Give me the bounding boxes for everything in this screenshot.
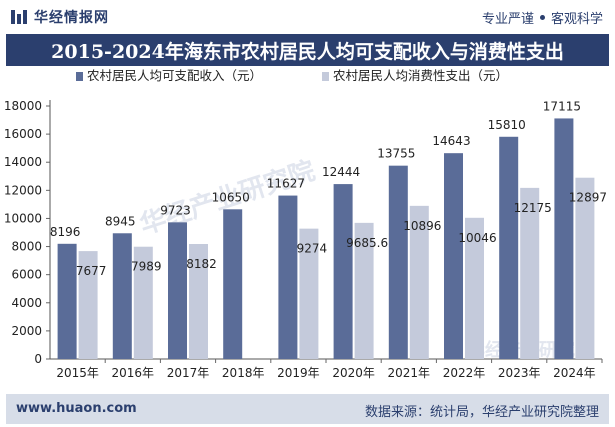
tagline-1: 专业严谨: [481, 12, 534, 27]
bar-chart: 华经产业研究院华经产业研究院农村居民人均可支配收入（元）农村居民人均消费性支出（…: [4, 68, 607, 380]
bar-logo-icon: [11, 10, 27, 24]
bar: [333, 184, 353, 359]
bar: [299, 228, 319, 359]
brand[interactable]: 华经情报网: [10, 6, 109, 28]
data-label: 7989: [131, 260, 162, 274]
x-tick-label: 2024年: [553, 366, 596, 380]
y-tick-label: 18000: [4, 99, 42, 113]
data-label: 9685.6: [346, 236, 388, 250]
footer: www.huaon.com 数据来源：统计局，华经产业研究院整理: [6, 394, 609, 424]
bar: [223, 209, 243, 359]
x-tick-label: 2018年: [222, 366, 265, 380]
bar: [499, 136, 519, 359]
y-tick-label: 14000: [4, 155, 42, 169]
x-tick-label: 2019年: [277, 366, 320, 380]
data-label: 7677: [76, 264, 107, 278]
y-tick-label: 4000: [11, 296, 42, 310]
data-label: 11627: [267, 177, 305, 191]
bar: [133, 246, 153, 359]
y-tick-label: 8000: [11, 240, 42, 254]
bar: [78, 251, 98, 359]
bar: [554, 118, 574, 359]
legend-label: 农村居民人均消费性支出（元）: [333, 68, 508, 83]
data-label: 8182: [186, 257, 217, 271]
tagline-separator-dot: [539, 15, 545, 20]
brand-name: 华经情报网: [34, 10, 109, 26]
x-tick-label: 2020年: [332, 366, 375, 380]
tagline-2: 客观科学: [550, 12, 603, 27]
chart-title: 2015-2024年海东市农村居民人均可支配收入与消费性支出: [51, 40, 564, 63]
y-tick-label: 6000: [11, 268, 42, 282]
x-tick-label: 2015年: [56, 366, 99, 380]
y-tick-label: 12000: [4, 183, 42, 197]
data-label: 8196: [50, 225, 81, 239]
x-tick-label: 2022年: [443, 366, 486, 380]
bar: [444, 153, 463, 359]
bar: [112, 233, 132, 359]
bar: [57, 243, 77, 359]
data-label: 14643: [432, 134, 470, 148]
legend-label: 农村居民人均可支配收入（元）: [87, 68, 262, 83]
x-tick-label: 2021年: [388, 366, 431, 380]
data-label: 10650: [212, 190, 250, 204]
y-tick-label: 2000: [11, 324, 42, 338]
bar: [168, 222, 187, 359]
top-bar: 华经情报网 专业严谨 客观科学: [0, 0, 615, 34]
data-label: 8945: [105, 214, 136, 228]
bar: [409, 205, 429, 359]
data-label: 12444: [322, 165, 360, 179]
legend-swatch: [322, 72, 329, 81]
data-label: 9274: [297, 242, 328, 256]
x-tick-label: 2016年: [112, 366, 155, 380]
data-label: 12175: [514, 201, 552, 215]
data-label: 10896: [403, 219, 441, 233]
data-label: 10046: [458, 231, 496, 245]
footer-url[interactable]: www.huaon.com: [16, 401, 137, 416]
y-tick-label: 10000: [4, 211, 42, 225]
x-tick-label: 2017年: [167, 366, 210, 380]
tagline: 专业严谨 客观科学: [482, 8, 603, 27]
bar: [189, 243, 208, 359]
bar: [278, 195, 298, 359]
data-label: 17115: [543, 99, 581, 113]
footer-source: 数据来源：统计局，华经产业研究院整理: [364, 405, 599, 420]
data-label: 15810: [488, 118, 526, 132]
bar: [465, 217, 484, 359]
bar: [520, 187, 540, 359]
y-tick-label: 16000: [4, 127, 42, 141]
data-label: 12897: [569, 191, 607, 205]
bar: [388, 165, 408, 359]
data-label: 9723: [160, 203, 191, 217]
x-tick-label: 2023年: [498, 366, 541, 380]
data-label: 13755: [377, 147, 415, 161]
bar: [575, 177, 595, 359]
title-bar: 2015-2024年海东市农村居民人均可支配收入与消费性支出: [6, 34, 609, 66]
bar: [354, 222, 374, 359]
y-tick-label: 0: [34, 352, 42, 366]
legend-swatch: [76, 72, 83, 81]
